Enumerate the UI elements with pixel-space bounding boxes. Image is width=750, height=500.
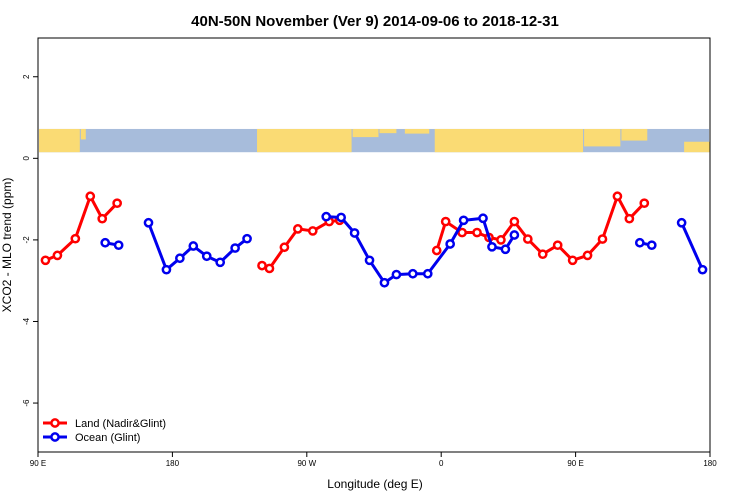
land-area [39, 128, 80, 153]
data-point [567, 255, 578, 266]
land-area [352, 128, 379, 138]
land-area [257, 128, 352, 153]
data-point [676, 217, 687, 228]
y-tick-label: -2 [22, 236, 31, 244]
y-tick-label: -6 [22, 399, 31, 407]
land-area [584, 128, 621, 147]
plot-frame [37, 37, 711, 453]
x-axis-label: Longitude (deg E) [327, 477, 422, 491]
data-point [215, 257, 226, 268]
data-point [457, 227, 467, 238]
data-point [40, 255, 51, 266]
data-point [188, 241, 199, 251]
data-point [97, 213, 108, 224]
legend-marker [50, 418, 60, 428]
x-tick-label: 0 [439, 459, 444, 468]
data-point [639, 198, 650, 209]
data-point [85, 191, 96, 202]
data-point [161, 264, 172, 275]
land-area [621, 128, 648, 141]
data-point [522, 234, 533, 244]
data-point [230, 243, 240, 253]
data-point [143, 217, 154, 228]
data-point [431, 245, 442, 256]
data-point [336, 212, 346, 223]
y-axis-label: XCO2 - MLO trend (ppm) [0, 178, 14, 313]
legend-label: Land (Nadir&Glint) [75, 418, 166, 430]
data-point [509, 216, 520, 227]
data-point [391, 269, 402, 280]
legend: Land (Nadir&Glint) Ocean (Glint) [43, 418, 166, 444]
data-point [646, 240, 657, 251]
data-point [201, 251, 212, 262]
x-axis: 90 E 180 90 W 0 90 E 180 [30, 452, 717, 468]
data-point [307, 226, 318, 236]
data-point [422, 268, 433, 279]
data-point [445, 239, 456, 249]
chart-title: 40N-50N November (Ver 9) 2014-09-06 to 2… [191, 13, 559, 30]
data-point [478, 213, 488, 224]
land-area [80, 128, 86, 140]
world-map-strip [39, 128, 710, 153]
data-point [175, 253, 185, 264]
data-point [624, 213, 635, 224]
x-tick-label: 90 E [30, 459, 46, 468]
y-tick-label: 0 [22, 156, 31, 161]
data-point [597, 234, 608, 244]
series-line [44, 194, 119, 262]
data-point [407, 268, 418, 279]
series-line [326, 215, 516, 285]
x-tick-label: 180 [703, 459, 717, 468]
land-area [379, 128, 397, 134]
data-point [496, 235, 506, 245]
data-point [349, 228, 360, 238]
data-point [500, 244, 511, 255]
data-point [70, 233, 81, 244]
y-tick-label: 2 [22, 74, 31, 79]
y-tick-label: -4 [22, 317, 31, 325]
series-layer [40, 191, 708, 288]
data-point [100, 237, 111, 248]
data-point [440, 216, 451, 227]
data-point [113, 240, 124, 251]
data-point [279, 242, 290, 253]
y-axis: 2 0 -2 -4 -6 [22, 74, 38, 407]
x-tick-label: 90 E [567, 459, 583, 468]
data-point [472, 227, 482, 238]
data-point [364, 255, 375, 266]
data-point [52, 250, 63, 261]
data-point [552, 240, 563, 251]
land-area [684, 141, 710, 153]
series-ocean [100, 211, 708, 288]
data-point [537, 249, 548, 260]
data-point [509, 230, 520, 240]
data-point [697, 264, 708, 275]
land-area [404, 128, 430, 134]
data-point [264, 263, 275, 274]
data-point [242, 233, 252, 244]
data-point [634, 237, 645, 248]
land-area [434, 128, 584, 153]
data-point [112, 198, 122, 209]
x-tick-label: 90 W [297, 459, 316, 468]
data-point [292, 224, 303, 234]
legend-label: Ocean (Glint) [75, 432, 140, 444]
series-line [680, 222, 704, 271]
data-point [487, 241, 497, 252]
x-tick-label: 180 [166, 459, 180, 468]
legend-marker [50, 432, 60, 442]
data-point [257, 260, 267, 271]
series-line [435, 194, 646, 262]
data-point [379, 277, 390, 288]
data-point [321, 211, 332, 222]
series-land [40, 191, 650, 274]
data-point [582, 250, 593, 261]
data-point [458, 215, 469, 226]
data-point [612, 191, 623, 202]
